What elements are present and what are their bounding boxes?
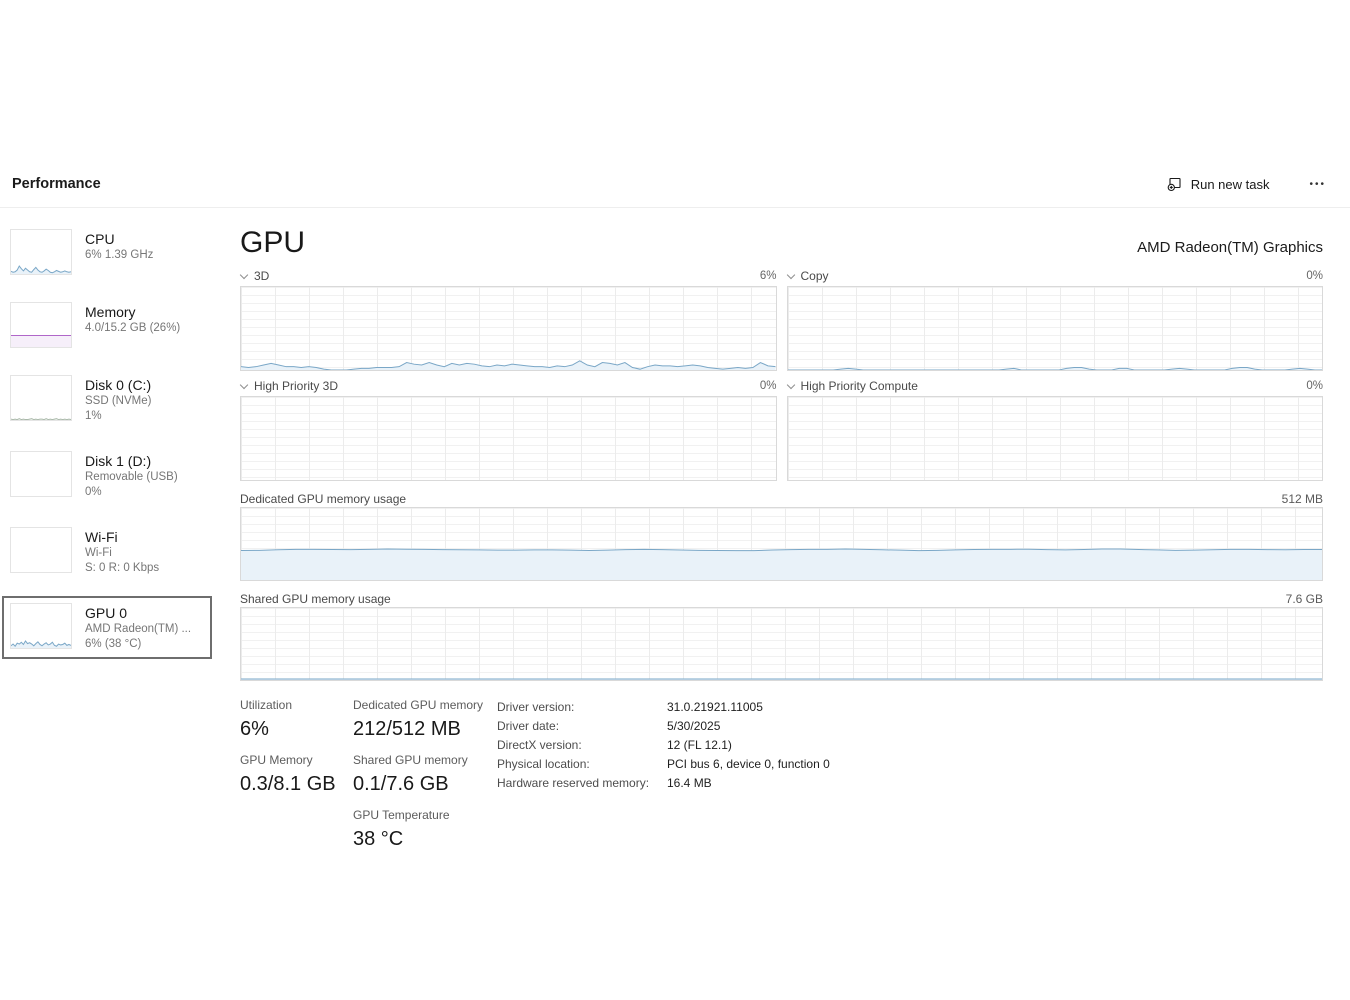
engine-utilization: 6% bbox=[759, 270, 777, 282]
sidebar-item-detail: Wi-Fi bbox=[85, 547, 112, 559]
sidebar-item-label: Disk 0 (C:) bbox=[85, 377, 152, 393]
info-label: Driver version: bbox=[497, 700, 575, 714]
physical-location-value: PCI bus 6, device 0, function 0 bbox=[667, 757, 830, 771]
header-divider bbox=[0, 207, 1350, 208]
cpu-mini-graph bbox=[10, 229, 72, 275]
sidebar-item-label: GPU 0 bbox=[85, 605, 128, 621]
gpu-temperature-value: 38 °C bbox=[353, 828, 404, 850]
new-window-plus-icon bbox=[1167, 177, 1181, 192]
sidebar-item-memory[interactable]: Memory 4.0/15.2 GB (26%) bbox=[2, 295, 212, 355]
gpu-memory-value: 0.3/8.1 GB bbox=[240, 773, 336, 795]
engine-label: High Priority 3D bbox=[254, 379, 339, 393]
stat-label: Dedicated GPU memory bbox=[353, 698, 484, 712]
stat-label: Shared GPU memory bbox=[353, 753, 468, 767]
sidebar-item-detail: Removable (USB) bbox=[85, 471, 178, 483]
wifi-mini-graph bbox=[10, 527, 72, 573]
stat-label: GPU Memory bbox=[240, 753, 313, 767]
gpu-high-priority-compute-graph[interactable] bbox=[786, 396, 1323, 481]
stat-label: Utilization bbox=[240, 698, 293, 712]
sidebar-item-detail: AMD Radeon(TM) ... bbox=[85, 623, 192, 635]
sidebar-item-detail: 4.0/15.2 GB (26%) bbox=[85, 322, 181, 334]
driver-info-section: Driver version: 31.0.21921.11005 Driver … bbox=[497, 698, 957, 863]
shared-gpu-memory-graph[interactable] bbox=[240, 607, 1323, 681]
sidebar-item-gpu0[interactable]: GPU 0 AMD Radeon(TM) ... 6% (38 °C) bbox=[2, 596, 212, 659]
dedicated-memory-scale: 512 MB bbox=[1281, 492, 1323, 506]
sidebar-item-wifi[interactable]: Wi-Fi Wi-Fi S: 0 R: 0 Kbps bbox=[2, 520, 212, 583]
sidebar-item-disk0[interactable]: Disk 0 (C:) SSD (NVMe) 1% bbox=[2, 368, 212, 431]
info-label: DirectX version: bbox=[497, 738, 582, 752]
info-label: Driver date: bbox=[497, 719, 560, 733]
performance-header: Performance Run new task ••• bbox=[0, 168, 1350, 200]
engine-label: High Priority Compute bbox=[800, 379, 918, 393]
disk1-mini-graph bbox=[10, 451, 72, 497]
shared-memory-scale: 7.6 GB bbox=[1285, 592, 1323, 606]
driver-date-value: 5/30/2025 bbox=[667, 719, 721, 733]
gpu-3d-graph[interactable] bbox=[240, 286, 777, 371]
page-title: Performance bbox=[12, 176, 101, 192]
utilization-value: 6% bbox=[240, 718, 269, 740]
info-label: Hardware reserved memory: bbox=[497, 776, 650, 790]
sidebar-item-detail: 0% bbox=[85, 486, 102, 498]
engine-utilization: 0% bbox=[1306, 380, 1323, 392]
sidebar-item-detail: 6% 1.39 GHz bbox=[85, 249, 154, 261]
hardware-reserved-memory-value: 16.4 MB bbox=[667, 776, 712, 790]
run-new-task-label: Run new task bbox=[1190, 176, 1270, 192]
directx-version-value: 12 (FL 12.1) bbox=[667, 738, 732, 752]
gpu-copy-graph[interactable] bbox=[786, 286, 1323, 371]
engine-label: 3D bbox=[254, 269, 270, 283]
run-new-task-button[interactable]: Run new task bbox=[1166, 176, 1270, 192]
chevron-down-icon bbox=[239, 380, 249, 390]
gpu-stats-section: Utilization 6% GPU Memory 0.3/8.1 GB Ded… bbox=[240, 698, 1323, 863]
gpu0-mini-graph bbox=[10, 603, 72, 649]
gpu-device-name: AMD Radeon(TM) Graphics bbox=[1137, 239, 1323, 256]
stat-label: GPU Temperature bbox=[353, 808, 450, 822]
info-label: Physical location: bbox=[497, 757, 590, 771]
sidebar-item-label: Disk 1 (D:) bbox=[85, 453, 152, 469]
engine-utilization: 0% bbox=[759, 380, 777, 392]
engine-label: Copy bbox=[800, 269, 829, 283]
engine-selector-copy[interactable]: Copy bbox=[786, 269, 829, 283]
chevron-down-icon bbox=[786, 270, 795, 280]
dedicated-gpu-memory-graph[interactable] bbox=[240, 507, 1323, 581]
more-options-button[interactable]: ••• bbox=[1309, 178, 1326, 190]
driver-version-value: 31.0.21921.11005 bbox=[667, 700, 763, 714]
sidebar-item-detail: 6% (38 °C) bbox=[85, 638, 142, 650]
disk0-mini-graph bbox=[10, 375, 72, 421]
memory-mini-graph bbox=[10, 302, 72, 348]
chevron-down-icon bbox=[786, 380, 795, 390]
gpu-detail-panel: GPU AMD Radeon(TM) Graphics 3D 6% Copy 0… bbox=[239, 208, 1323, 863]
sidebar-item-cpu[interactable]: CPU 6% 1.39 GHz bbox=[2, 222, 212, 282]
shared-memory-label: Shared GPU memory usage bbox=[240, 592, 391, 606]
engine-selector-3d[interactable]: 3D bbox=[239, 269, 270, 283]
sidebar-item-disk1[interactable]: Disk 1 (D:) Removable (USB) 0% bbox=[2, 444, 212, 507]
dedicated-memory-value: 212/512 MB bbox=[353, 718, 461, 740]
shared-memory-value: 0.1/7.6 GB bbox=[353, 773, 449, 795]
dedicated-memory-label: Dedicated GPU memory usage bbox=[240, 492, 407, 506]
gpu-title: GPU bbox=[240, 226, 306, 259]
engine-selector-high-priority-compute[interactable]: High Priority Compute bbox=[786, 379, 918, 393]
sidebar-item-label: Wi-Fi bbox=[85, 529, 118, 545]
sidebar-item-detail: 1% bbox=[85, 410, 102, 422]
sidebar-item-detail: SSD (NVMe) bbox=[85, 395, 152, 407]
chevron-down-icon bbox=[239, 270, 249, 280]
sidebar-item-label: Memory bbox=[85, 304, 136, 320]
performance-sidebar: CPU 6% 1.39 GHz Memory 4.0/15.2 GB (26%)… bbox=[0, 208, 232, 672]
sidebar-item-label: CPU bbox=[85, 231, 115, 247]
gpu-high-priority-3d-graph[interactable] bbox=[240, 396, 777, 481]
engine-selector-high-priority-3d[interactable]: High Priority 3D bbox=[239, 379, 339, 393]
engine-utilization: 0% bbox=[1306, 270, 1323, 282]
sidebar-item-detail: S: 0 R: 0 Kbps bbox=[85, 562, 160, 574]
